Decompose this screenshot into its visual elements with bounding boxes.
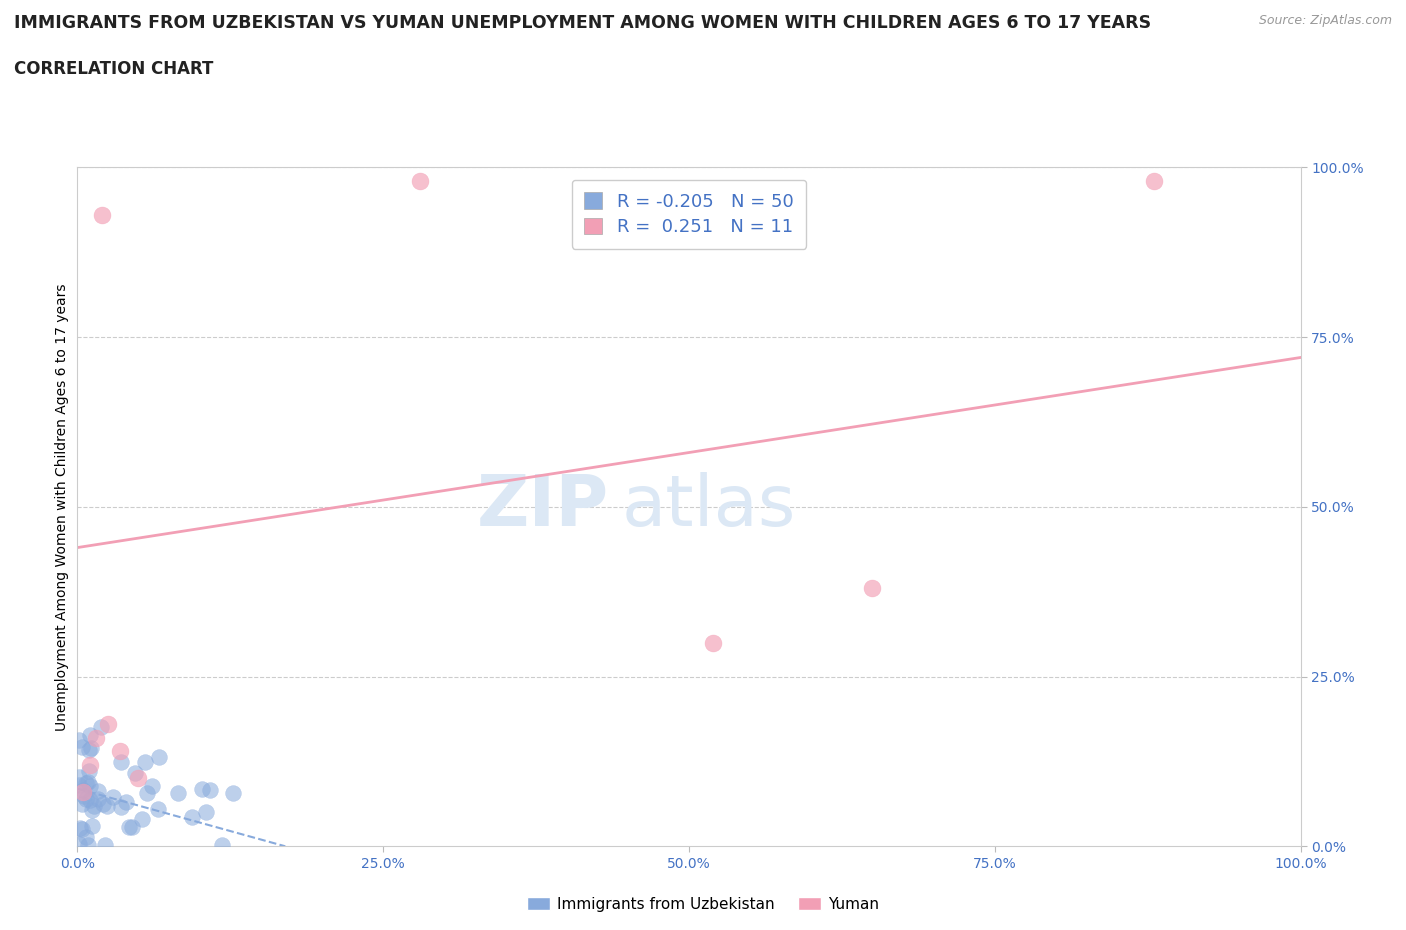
Point (67, 837, 90, 852)
Point (148, 802, 170, 817)
Point (79, 728, 101, 743)
Point (80, 818, 103, 833)
Point (1143, 174, 1166, 189)
Point (75, 791, 97, 806)
Point (94, 838, 117, 853)
Point (86, 784, 108, 799)
Point (67, 769, 90, 784)
Point (862, 581, 884, 596)
Point (91, 797, 114, 812)
Point (79, 792, 101, 807)
Point (136, 786, 159, 801)
Point (79, 778, 101, 793)
Text: atlas: atlas (621, 472, 796, 541)
Point (702, 635, 724, 650)
Point (90, 207, 112, 222)
Point (77, 838, 100, 853)
Point (97, 717, 120, 732)
Text: CORRELATION CHART: CORRELATION CHART (14, 60, 214, 78)
Point (70, 739, 93, 754)
Point (72, 789, 94, 804)
Point (222, 786, 245, 801)
Point (79, 757, 101, 772)
Legend: Immigrants from Uzbekistan, Yuman: Immigrants from Uzbekistan, Yuman (520, 890, 886, 918)
Point (181, 810, 204, 825)
Point (67, 733, 90, 748)
Point (77, 742, 100, 757)
Point (191, 781, 214, 796)
Point (75, 830, 97, 844)
Point (84, 730, 107, 745)
Point (103, 790, 125, 804)
Point (80, 803, 103, 817)
Point (70, 822, 93, 837)
Point (121, 819, 143, 834)
Point (141, 778, 163, 793)
Y-axis label: Unemployment Among Women with Children Ages 6 to 17 years: Unemployment Among Women with Children A… (55, 283, 69, 731)
Point (124, 765, 146, 780)
Point (108, 744, 131, 759)
Point (115, 794, 138, 809)
Point (110, 754, 132, 769)
Point (87, 791, 110, 806)
Point (194, 804, 217, 819)
Text: ZIP: ZIP (477, 472, 609, 541)
Point (200, 783, 222, 798)
Point (409, 174, 432, 189)
Text: Source: ZipAtlas.com: Source: ZipAtlas.com (1258, 14, 1392, 27)
Point (90, 719, 112, 734)
Point (211, 838, 233, 853)
Legend: R = -0.205   N = 50, R =  0.251   N = 11: R = -0.205 N = 50, R = 0.251 N = 11 (572, 179, 806, 249)
Point (83, 799, 105, 814)
Text: IMMIGRANTS FROM UZBEKISTAN VS YUMAN UNEMPLOYMENT AMONG WOMEN WITH CHILDREN AGES : IMMIGRANTS FROM UZBEKISTAN VS YUMAN UNEM… (14, 14, 1152, 32)
Point (110, 800, 132, 815)
Point (75, 776, 97, 790)
Point (118, 820, 141, 835)
Point (167, 786, 190, 801)
Point (67, 777, 90, 792)
Point (80, 740, 103, 755)
Point (70, 796, 93, 811)
Point (69, 821, 91, 836)
Point (134, 754, 156, 769)
Point (148, 750, 170, 764)
Point (77, 764, 100, 778)
Point (127, 771, 149, 786)
Point (131, 812, 153, 827)
Point (72, 785, 94, 800)
Point (96, 798, 118, 813)
Point (77, 775, 100, 790)
Point (72, 782, 94, 797)
